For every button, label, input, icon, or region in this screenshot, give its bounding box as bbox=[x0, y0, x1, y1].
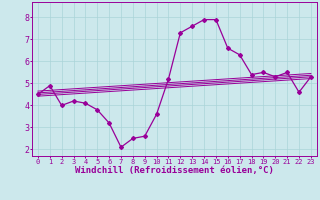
X-axis label: Windchill (Refroidissement éolien,°C): Windchill (Refroidissement éolien,°C) bbox=[75, 166, 274, 175]
